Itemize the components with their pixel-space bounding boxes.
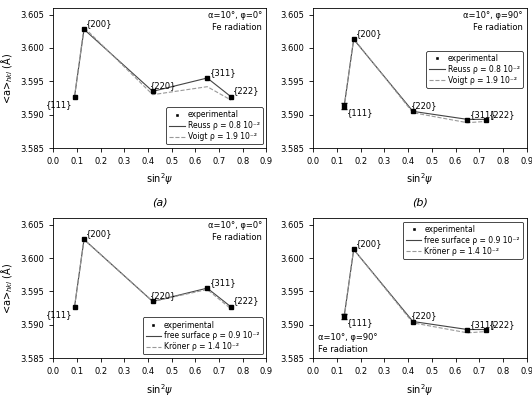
Text: (a): (a) <box>152 197 168 207</box>
Legend: experimental, Reuss ρ = 0.8 10⁻², Voigt ρ = 1.9 10⁻²: experimental, Reuss ρ = 0.8 10⁻², Voigt … <box>427 51 523 88</box>
Text: {200}: {200} <box>86 229 113 238</box>
Legend: experimental, Reuss ρ = 0.8 10⁻², Voigt ρ = 1.9 10⁻²: experimental, Reuss ρ = 0.8 10⁻², Voigt … <box>166 107 263 144</box>
Text: {222}: {222} <box>234 86 260 96</box>
Text: {220}: {220} <box>411 311 437 320</box>
Text: {111}: {111} <box>46 310 72 319</box>
Y-axis label: <a>$_{hkl}$ (Å): <a>$_{hkl}$ (Å) <box>0 52 15 104</box>
Text: {311}: {311} <box>210 68 236 77</box>
Text: {111}: {111} <box>346 318 373 327</box>
X-axis label: sin$^2\psi$: sin$^2\psi$ <box>406 172 434 187</box>
Text: {222}: {222} <box>234 297 260 306</box>
Text: {311}: {311} <box>470 320 496 329</box>
Text: {111}: {111} <box>46 100 72 109</box>
Text: {222}: {222} <box>489 110 516 119</box>
Text: {220}: {220} <box>151 291 177 300</box>
Text: α=10°, φ=0°
Fe radiation: α=10°, φ=0° Fe radiation <box>208 221 262 242</box>
X-axis label: sin$^2\psi$: sin$^2\psi$ <box>406 382 434 398</box>
Text: {220}: {220} <box>411 101 437 110</box>
Text: {200}: {200} <box>356 29 383 38</box>
Legend: experimental, free surface ρ = 0.9 10⁻², Kröner ρ = 1.4 10⁻²: experimental, free surface ρ = 0.9 10⁻²,… <box>143 318 263 354</box>
Text: {222}: {222} <box>489 320 516 329</box>
Text: α=10°, φ=90°
Fe radiation: α=10°, φ=90° Fe radiation <box>463 11 522 32</box>
X-axis label: sin$^2\psi$: sin$^2\psi$ <box>146 172 173 187</box>
Text: {220}: {220} <box>151 81 177 90</box>
Text: {200}: {200} <box>356 239 383 248</box>
Text: {311}: {311} <box>470 110 496 119</box>
Text: {200}: {200} <box>86 19 113 28</box>
Text: α=10°, φ=90°
Fe radiation: α=10°, φ=90° Fe radiation <box>318 333 377 355</box>
Text: α=10°, φ=0°
Fe radiation: α=10°, φ=0° Fe radiation <box>208 11 262 32</box>
Text: (b): (b) <box>412 197 428 207</box>
Text: {311}: {311} <box>210 278 236 287</box>
X-axis label: sin$^2\psi$: sin$^2\psi$ <box>146 382 173 398</box>
Y-axis label: <a>$_{hkl}$ (Å): <a>$_{hkl}$ (Å) <box>0 262 15 314</box>
Text: {111}: {111} <box>346 108 373 117</box>
Legend: experimental, free surface ρ = 0.9 10⁻², Kröner ρ = 1.4 10⁻²: experimental, free surface ρ = 0.9 10⁻²,… <box>403 222 523 259</box>
